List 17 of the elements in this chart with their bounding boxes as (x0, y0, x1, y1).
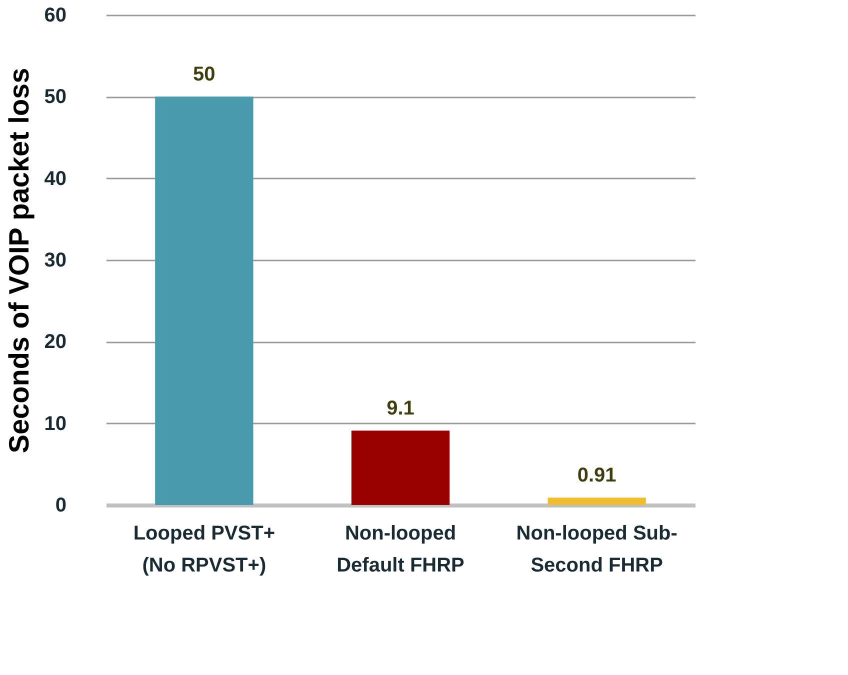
data-label: 50 (193, 64, 216, 86)
bar (548, 498, 646, 505)
data-label: 0.91 (577, 464, 616, 487)
y-tick-label: 0 (55, 494, 66, 516)
bar (155, 96, 254, 505)
y-tick-label: 50 (44, 86, 66, 108)
y-tick-label: 20 (44, 331, 66, 354)
bar (351, 430, 450, 505)
x-tick-label: Non-looped Default FHRP (336, 522, 464, 576)
x-tick-label: Looped PVST+ (No RPVST+) (133, 522, 276, 576)
y-tick-label: 30 (44, 250, 66, 272)
y-tick-label: 60 (44, 4, 66, 26)
x-tick-label: Non-looped Sub- Second FHRP (516, 522, 678, 576)
y-tick-label: 40 (44, 168, 66, 190)
data-label: 9.1 (386, 398, 414, 420)
y-axis-title: Seconds of VOIP packet loss (3, 68, 34, 454)
y-tick-label: 10 (44, 412, 66, 435)
